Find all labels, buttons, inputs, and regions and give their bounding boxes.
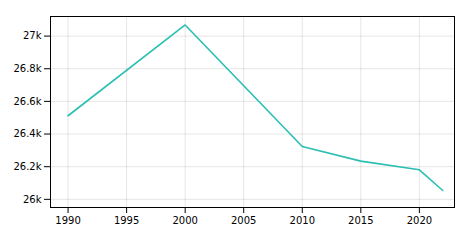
- svg-text:2020: 2020: [407, 215, 432, 226]
- svg-text:2005: 2005: [231, 215, 256, 226]
- svg-text:2010: 2010: [290, 215, 315, 226]
- svg-text:27k: 27k: [23, 30, 42, 41]
- svg-text:1990: 1990: [55, 215, 80, 226]
- svg-text:26.6k: 26.6k: [13, 96, 41, 107]
- svg-text:26.4k: 26.4k: [13, 128, 41, 139]
- svg-text:26k: 26k: [23, 194, 42, 205]
- svg-text:1995: 1995: [114, 215, 139, 226]
- svg-text:2015: 2015: [348, 215, 373, 226]
- svg-text:26.2k: 26.2k: [13, 161, 41, 172]
- svg-text:26.8k: 26.8k: [13, 63, 41, 74]
- svg-text:2000: 2000: [172, 215, 197, 226]
